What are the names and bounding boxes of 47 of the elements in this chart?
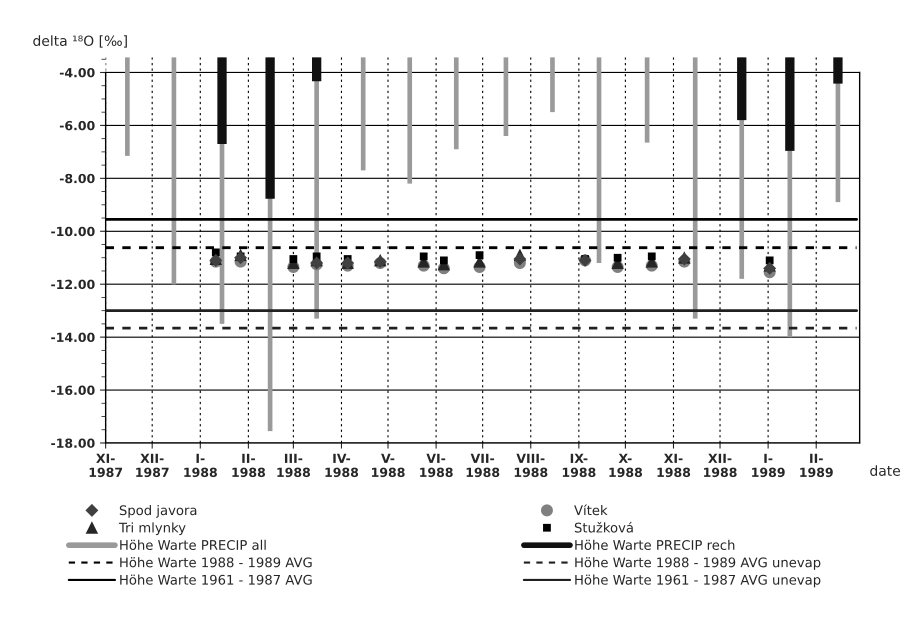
- x-tick-label: VIII- 1988: [514, 454, 548, 478]
- y-tick-label: -14.00: [51, 332, 95, 342]
- legend-label: Höhe Warte PRECIP all: [120, 540, 266, 550]
- point: [766, 256, 774, 264]
- legend-label: Tri mlynky: [118, 522, 186, 536]
- legend-label: Höhe Warte 1961 - 1987 AVG: [120, 574, 312, 585]
- legend-label: Höhe Warte PRECIP rech: [575, 540, 734, 550]
- x-axis-title: date: [870, 465, 900, 476]
- y-tick-label: -18.00: [51, 438, 95, 448]
- point: [212, 248, 220, 256]
- point: [420, 252, 428, 260]
- y-tick-label: -16.00: [51, 386, 95, 395]
- x-tick-label: X- 1988: [609, 454, 642, 478]
- y-axis-title: delta ¹⁸O [‰]: [33, 35, 127, 48]
- x-tick-label: XI- 1988: [658, 454, 690, 478]
- x-tick-label: I- 1988: [184, 454, 217, 478]
- x-tick-label: V- 1988: [372, 454, 405, 478]
- point: [514, 252, 526, 266]
- y-tick-label: -12.00: [51, 280, 95, 290]
- point: [289, 255, 298, 263]
- x-tick-label: III- 1988: [277, 454, 310, 478]
- x-tick-label: VI- 1988: [420, 454, 453, 478]
- legend-label: Spod javora: [120, 504, 196, 518]
- y-tick-label: -4.00: [60, 68, 95, 78]
- x-tick-label: II- 1988: [232, 454, 266, 478]
- legend-label: Stužková: [574, 522, 633, 533]
- point: [234, 251, 247, 264]
- point: [763, 262, 776, 275]
- legend-label: Höhe Warte 1961 - 1987 AVG unevap: [575, 574, 820, 588]
- x-tick-label: II- 1989: [800, 454, 833, 478]
- legend-label: Höhe Warte 1988 - 1989 AVG unevap: [575, 557, 820, 570]
- point: [440, 256, 448, 264]
- legend-label: Vítek: [574, 504, 608, 516]
- x-tick-label: I- 1989: [752, 454, 785, 478]
- legend-label: Höhe Warte 1988 - 1989 AVG: [120, 557, 312, 568]
- y-tick-label: -6.00: [60, 120, 95, 130]
- x-tick-label: XII- 1987: [136, 454, 169, 478]
- x-tick-label: IV- 1988: [325, 454, 358, 478]
- x-tick-label: VII- 1988: [466, 454, 500, 478]
- x-tick-label: XI- 1987: [90, 454, 122, 478]
- x-tick-label: XII- 1988: [704, 454, 737, 478]
- y-tick-label: -10.00: [51, 226, 95, 236]
- y-tick-label: -8.00: [60, 174, 95, 184]
- x-tick-label: IX- 1988: [562, 454, 596, 478]
- point: [476, 251, 484, 259]
- point: [614, 254, 622, 262]
- point: [648, 252, 656, 260]
